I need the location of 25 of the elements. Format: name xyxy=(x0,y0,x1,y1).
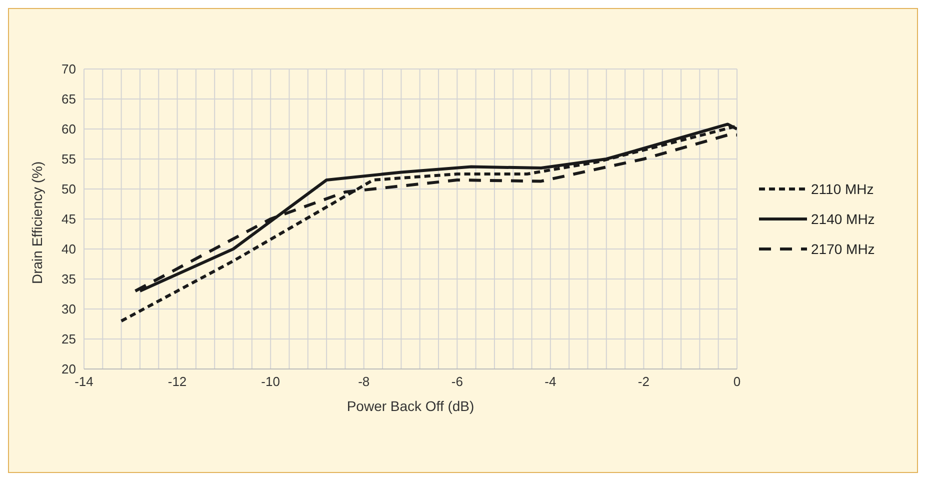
x-tick-label: -8 xyxy=(358,374,370,390)
y-tick-label: 40 xyxy=(62,242,76,257)
y-tick-label: 20 xyxy=(62,362,76,377)
legend-label: 2140 MHz xyxy=(811,211,875,227)
y-tick-label: 60 xyxy=(62,122,76,137)
x-tick-label: -2 xyxy=(638,374,650,390)
y-tick-label: 35 xyxy=(62,272,76,287)
y-tick-label: 65 xyxy=(62,92,76,107)
y-tick-label: 30 xyxy=(62,302,76,317)
x-tick-label: -12 xyxy=(168,374,187,390)
x-tick-label: -10 xyxy=(261,374,280,390)
y-tick-label: 50 xyxy=(62,182,76,197)
y-tick-label: 70 xyxy=(62,62,76,77)
x-axis-title: Power Back Off (dB) xyxy=(346,398,474,414)
x-tick-label: 0 xyxy=(733,374,741,390)
x-tick-label: -14 xyxy=(74,374,94,390)
line-series xyxy=(120,124,737,322)
y-tick-label: 55 xyxy=(62,152,76,167)
x-tick-label: -4 xyxy=(544,374,556,390)
legend-label: 2110 MHz xyxy=(811,181,874,197)
y-tick-label: 45 xyxy=(62,212,76,227)
legend-label: 2170 MHz xyxy=(811,241,875,257)
x-tick-label: -6 xyxy=(451,374,463,390)
y-axis-title: Drain Efficiency (%) xyxy=(28,161,45,284)
y-tick-label: 25 xyxy=(62,332,76,347)
